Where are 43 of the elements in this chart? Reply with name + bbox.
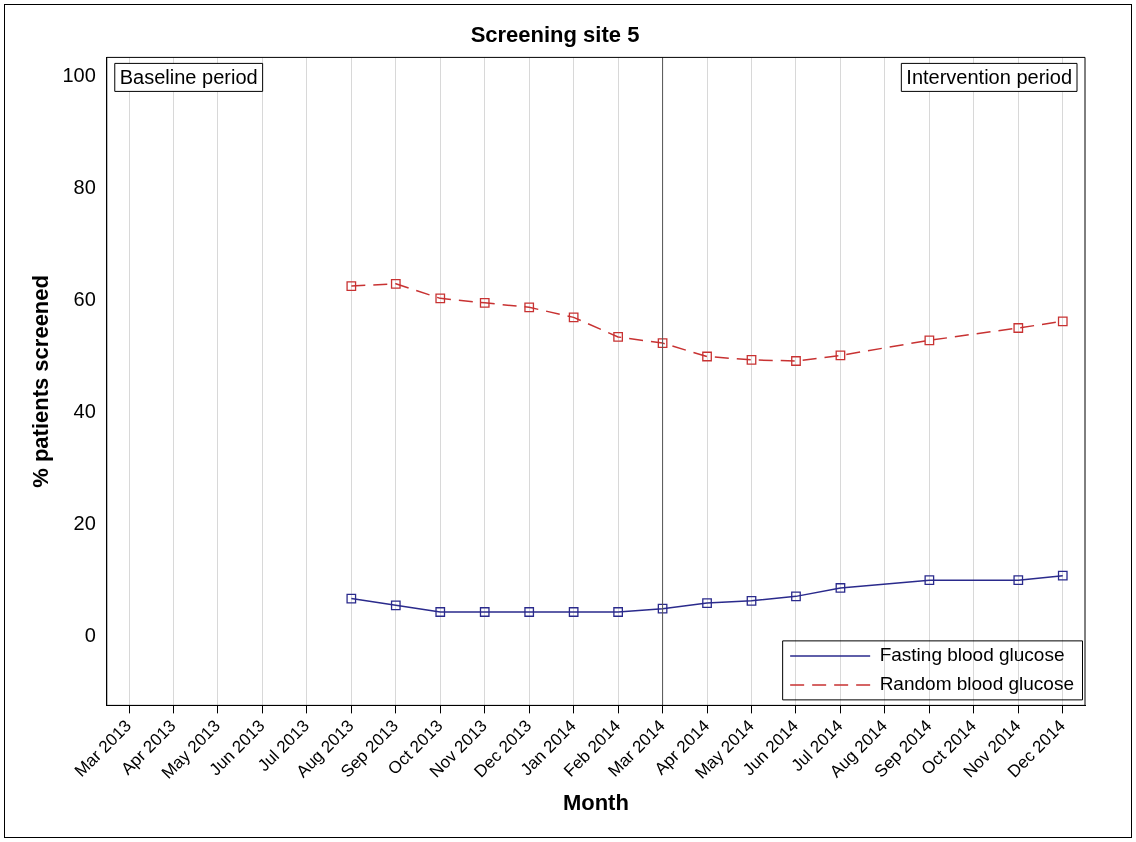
point bbox=[702, 598, 712, 608]
point bbox=[435, 607, 446, 617]
point bbox=[568, 607, 579, 617]
y-tick-label: 40 bbox=[73, 399, 96, 422]
y-axis-title: % patients screened bbox=[28, 275, 54, 488]
point bbox=[791, 591, 801, 602]
point bbox=[1013, 575, 1024, 586]
point bbox=[746, 354, 757, 365]
point bbox=[791, 356, 801, 366]
point bbox=[702, 351, 712, 362]
chart-title: Screening site 5 bbox=[470, 22, 640, 48]
point bbox=[924, 335, 935, 346]
point bbox=[1057, 570, 1068, 581]
y-tick-label: 100 bbox=[62, 64, 96, 87]
point bbox=[524, 302, 535, 313]
x-axis-title: Month bbox=[562, 789, 629, 815]
point bbox=[657, 603, 668, 614]
point bbox=[346, 281, 357, 291]
point bbox=[835, 350, 846, 361]
point bbox=[524, 607, 535, 617]
point bbox=[1057, 316, 1068, 327]
point bbox=[479, 297, 490, 308]
legend-label: Fasting blood glucose bbox=[879, 644, 1065, 666]
point bbox=[479, 607, 490, 617]
point bbox=[346, 593, 357, 604]
y-tick-label: 20 bbox=[73, 511, 96, 534]
legend-label: Random blood glucose bbox=[879, 673, 1075, 695]
point bbox=[1013, 323, 1024, 333]
point bbox=[390, 278, 401, 289]
point bbox=[924, 575, 935, 586]
point bbox=[746, 595, 757, 606]
point bbox=[613, 332, 624, 342]
point bbox=[613, 607, 624, 617]
y-tick-label: 0 bbox=[84, 623, 96, 646]
point bbox=[657, 338, 668, 348]
point bbox=[835, 583, 846, 593]
y-tick-label: 80 bbox=[73, 176, 96, 199]
point bbox=[390, 600, 401, 611]
annotation: Intervention period bbox=[906, 65, 1073, 88]
annotation: Baseline period bbox=[119, 65, 258, 88]
point bbox=[435, 293, 446, 304]
point bbox=[568, 312, 579, 323]
y-tick-label: 60 bbox=[73, 288, 96, 311]
